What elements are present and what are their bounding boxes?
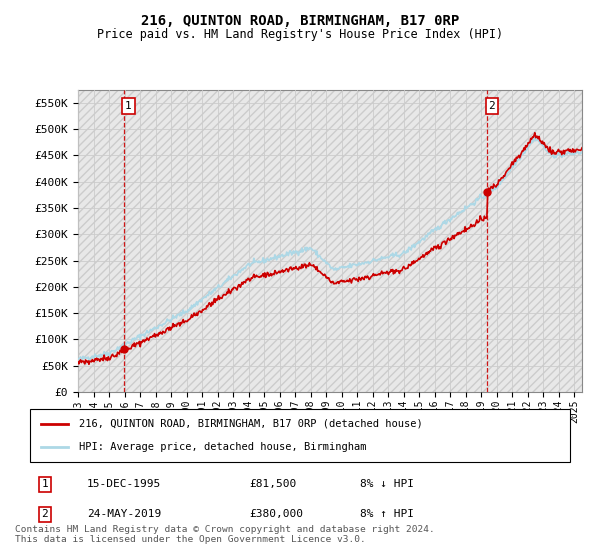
Text: 2: 2	[488, 101, 495, 111]
FancyBboxPatch shape	[30, 409, 570, 462]
Text: Price paid vs. HM Land Registry's House Price Index (HPI): Price paid vs. HM Land Registry's House …	[97, 28, 503, 41]
Text: 216, QUINTON ROAD, BIRMINGHAM, B17 0RP (detached house): 216, QUINTON ROAD, BIRMINGHAM, B17 0RP (…	[79, 419, 422, 429]
Text: 1: 1	[41, 479, 49, 489]
Text: Contains HM Land Registry data © Crown copyright and database right 2024.
This d: Contains HM Land Registry data © Crown c…	[15, 525, 435, 544]
Text: 8% ↓ HPI: 8% ↓ HPI	[360, 479, 414, 489]
Text: 216, QUINTON ROAD, BIRMINGHAM, B17 0RP: 216, QUINTON ROAD, BIRMINGHAM, B17 0RP	[141, 14, 459, 28]
Text: 1: 1	[125, 101, 132, 111]
Bar	[78, 90, 582, 392]
Text: 15-DEC-1995: 15-DEC-1995	[87, 479, 161, 489]
Text: £380,000: £380,000	[249, 509, 303, 519]
Text: 8% ↑ HPI: 8% ↑ HPI	[360, 509, 414, 519]
Text: 2: 2	[41, 509, 49, 519]
Text: 24-MAY-2019: 24-MAY-2019	[87, 509, 161, 519]
Text: HPI: Average price, detached house, Birmingham: HPI: Average price, detached house, Birm…	[79, 442, 366, 452]
Text: £81,500: £81,500	[249, 479, 296, 489]
